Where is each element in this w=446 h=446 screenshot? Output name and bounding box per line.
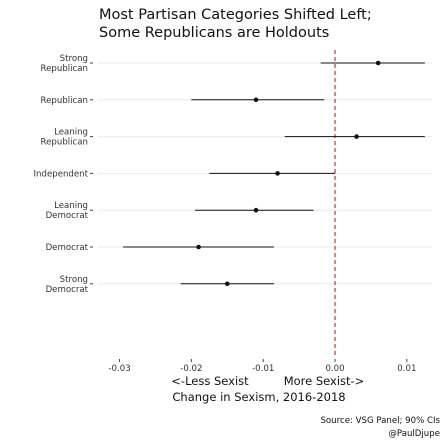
x-tick-label: -0.01: [252, 364, 274, 374]
caption-source: Source: VSG Panel; 90% CIs: [320, 416, 440, 426]
point-estimate: [196, 244, 201, 250]
x-tick-label: 0.01: [397, 364, 416, 374]
point-estimate: [354, 134, 359, 139]
category-label: Republican: [41, 96, 88, 106]
point-estimate: [253, 207, 259, 213]
interval-layer: [123, 60, 425, 287]
x-tick-layer: -0.03 -0.02 -0.01 0.00 0.01: [108, 359, 416, 374]
x-tick-label: 0.00: [325, 364, 344, 374]
category-label: Democrat: [46, 243, 89, 253]
category-label: Strong: [60, 54, 88, 64]
category-label: Independent: [34, 169, 89, 179]
x-tick-label: -0.02: [180, 364, 202, 374]
point-estimate: [275, 171, 280, 176]
category-label: Democrat: [46, 285, 89, 295]
chart-title-line-1: Most Partisan Categories Shifted Left;: [99, 7, 372, 23]
point-estimate: [253, 97, 259, 103]
category-label: Democrat: [46, 211, 89, 221]
caption-handle: @PaulDjupe: [388, 429, 440, 439]
point-estimate: [375, 60, 381, 66]
category-label: Republican: [41, 64, 88, 74]
category-label: Leaning: [54, 201, 88, 211]
category-label: Republican: [41, 138, 88, 148]
more-sexist-label: More Sexist->: [284, 374, 365, 388]
category-label-layer: StrongRepublicanRepublicanLeaningRepubli…: [34, 54, 93, 295]
category-label: Strong: [60, 275, 88, 285]
x-axis-label: Change in Sexism, 2016-2018: [172, 390, 345, 404]
less-sexist-label: <-Less Sexist: [171, 374, 249, 388]
point-estimate: [224, 281, 230, 287]
category-label: Leaning: [54, 128, 88, 138]
x-tick-label: -0.03: [108, 364, 130, 374]
chart-title-line-2: Some Republicans are Holdouts: [99, 25, 329, 41]
